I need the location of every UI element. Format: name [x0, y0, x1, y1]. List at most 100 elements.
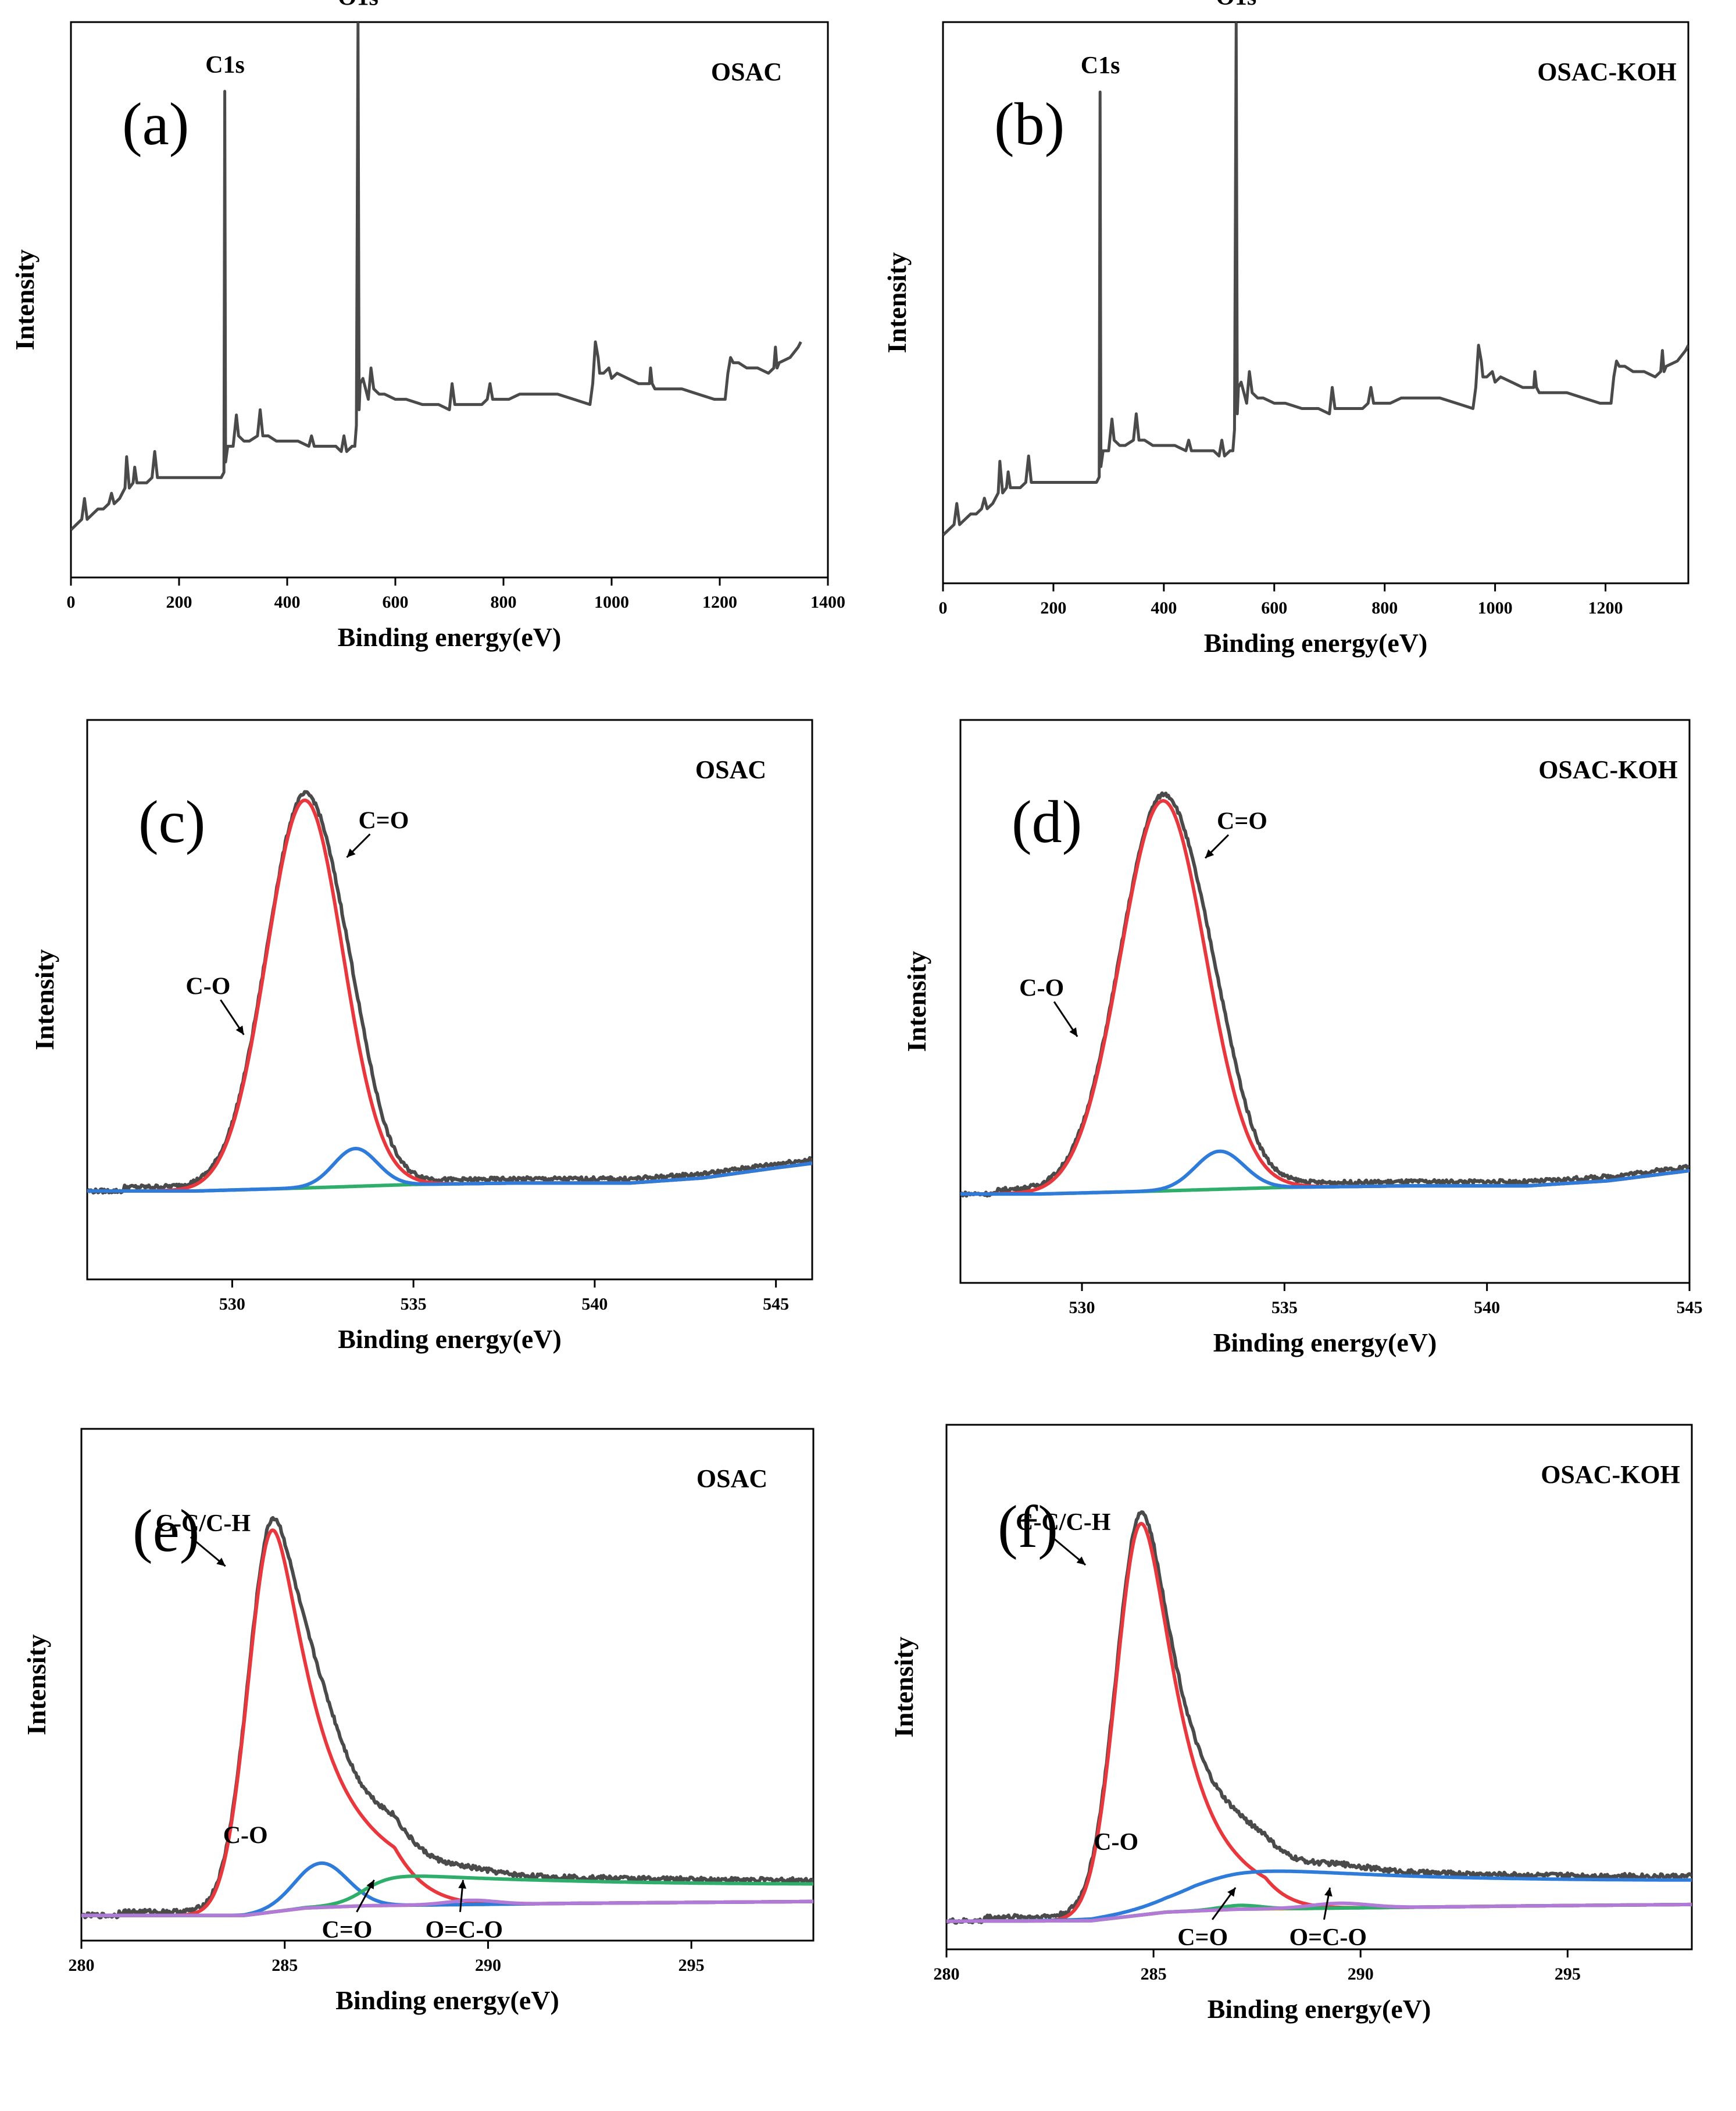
annotation-arrowhead [1205, 849, 1215, 858]
x-tick-label: 530 [219, 1295, 245, 1314]
x-tick-label: 535 [1271, 1298, 1298, 1317]
x-tick-label: 530 [1069, 1298, 1095, 1317]
x-tick-label: 800 [1371, 598, 1398, 618]
annotation-arrowhead [235, 1025, 244, 1035]
x-axis-title: Binding energy(eV) [335, 1985, 559, 2015]
x-axis-title: Binding energy(eV) [1204, 628, 1428, 658]
sample-label: OSAC [696, 1464, 767, 1493]
peak-label: O1s [1216, 0, 1256, 10]
plot-frame [959, 719, 1691, 1284]
annotation-label: C=O [1217, 808, 1267, 835]
plot-frame [70, 21, 829, 579]
annotation-arrowhead [1324, 1887, 1333, 1897]
series-line-c-o [960, 1149, 1689, 1196]
x-tick-label: 280 [934, 1964, 960, 1984]
series-line-o-c-o [946, 1901, 1692, 1923]
x-tick-label: 295 [678, 1956, 705, 1975]
series-line-o-c-o [81, 1898, 813, 1917]
x-axis-title: Binding energy(eV) [1213, 1328, 1437, 1357]
x-tick-label: 540 [581, 1295, 608, 1314]
x-axis-title: Binding energy(eV) [338, 1324, 562, 1354]
plot-area [71, 22, 802, 531]
annotation-arrowhead [1069, 1027, 1078, 1037]
panel-letter: (e) [133, 1497, 199, 1564]
chart-panel-a: 0 200 400 600 800 1000 1200 1400 Binding energy(… [10, 0, 845, 652]
series-line-measured [81, 1516, 813, 1920]
plot-frame [945, 1424, 1693, 1950]
chart-panel-d: 530 535 540 545 Binding energy(eV) Intensity (… [902, 719, 1703, 1357]
x-axis-title: Binding energy(eV) [338, 622, 562, 652]
x-tick-label: 1200 [1588, 598, 1623, 618]
plot-area [81, 1516, 813, 1920]
survey-spectrum-line [943, 22, 1688, 537]
x-tick-label: 545 [1677, 1298, 1703, 1317]
annotation-label: O=C-O [425, 1917, 503, 1944]
x-tick-label: 290 [1348, 1964, 1374, 1984]
annotation-arrowhead [458, 1880, 467, 1889]
x-tick-label: 1400 [810, 593, 845, 612]
sample-label: OSAC [695, 755, 766, 784]
chart-panel-b: 0 200 400 600 800 1000 1200 Binding energy(eV) I… [882, 0, 1689, 658]
x-tick-label: 285 [272, 1956, 298, 1975]
x-tick-label: 535 [401, 1295, 427, 1314]
series-line-measured [87, 790, 812, 1195]
sample-label: OSAC-KOH [1537, 58, 1677, 86]
series-line-measured [946, 1510, 1692, 1925]
annotation-arrowhead [216, 1557, 226, 1567]
sample-label: OSAC-KOH [1541, 1460, 1680, 1489]
x-axis-title: Binding energy(eV) [1208, 1994, 1431, 2024]
annotation-arrowhead [1076, 1556, 1086, 1566]
x-tick-label: 0 [939, 598, 948, 618]
chart-panel-f: 280 285 290 295 Binding energy(eV) Intensity (… [889, 1424, 1693, 2024]
annotation-label: C-O [223, 1823, 268, 1849]
sample-label: OSAC [711, 58, 782, 86]
peak-label: C1s [205, 52, 245, 79]
x-tick-label: 1000 [1478, 598, 1513, 618]
peak-label: O1s [338, 0, 378, 10]
x-tick-label: 285 [1141, 1964, 1167, 1984]
panel-letter: (d) [1012, 789, 1082, 855]
chart-panel-c: 530 535 540 545 Binding energy(eV) Intensity (… [30, 719, 813, 1354]
x-tick-label: 200 [1040, 598, 1066, 618]
sample-label: OSAC-KOH [1538, 755, 1678, 784]
chart-panel-e: 280 285 290 295 Binding energy(eV) Intensity (… [22, 1428, 815, 2015]
y-axis-title: Intensity [22, 1634, 51, 1735]
x-tick-label: 400 [1151, 598, 1177, 618]
peak-label: C1s [1081, 52, 1120, 79]
y-axis-title: Intensity [10, 249, 40, 351]
annotation-label: C-O [1094, 1829, 1138, 1856]
annotation-label: C=O [358, 807, 409, 834]
x-tick-label: 1000 [594, 593, 629, 612]
x-tick-label: 290 [475, 1956, 501, 1975]
y-axis-title: Intensity [902, 951, 931, 1052]
series-line-c-o [87, 1147, 812, 1193]
x-tick-label: 280 [69, 1956, 95, 1975]
annotation-label: C-C/C-H [156, 1510, 251, 1537]
annotation-arrowhead [366, 1880, 374, 1889]
x-tick-label: 540 [1474, 1298, 1500, 1317]
panel-letter: (b) [994, 91, 1065, 158]
plot-frame [86, 719, 813, 1281]
annotation-label: C-C/C-H [1016, 1509, 1110, 1536]
x-tick-label: 600 [1261, 598, 1287, 618]
plot-area [87, 790, 812, 1195]
plot-area [946, 1510, 1692, 1925]
panel-letter: (f) [998, 1493, 1058, 1560]
x-tick-label: 800 [491, 593, 517, 612]
annotation-label: C=O [1177, 1924, 1228, 1951]
annotation-label: C-O [1019, 975, 1064, 1001]
x-tick-label: 295 [1555, 1964, 1581, 1984]
annotation-arrowhead [347, 848, 356, 858]
x-tick-label: 1200 [702, 593, 737, 612]
annotation-label: O=C-O [1289, 1924, 1367, 1951]
x-tick-label: 0 [67, 593, 76, 612]
annotation-label: C-O [185, 973, 230, 1000]
y-axis-title: Intensity [889, 1636, 919, 1738]
plot-frame [942, 21, 1689, 584]
plot-area [960, 791, 1689, 1198]
annotation-arrowhead [1227, 1887, 1236, 1897]
x-tick-label: 600 [383, 593, 409, 612]
y-axis-title: Intensity [30, 949, 59, 1050]
